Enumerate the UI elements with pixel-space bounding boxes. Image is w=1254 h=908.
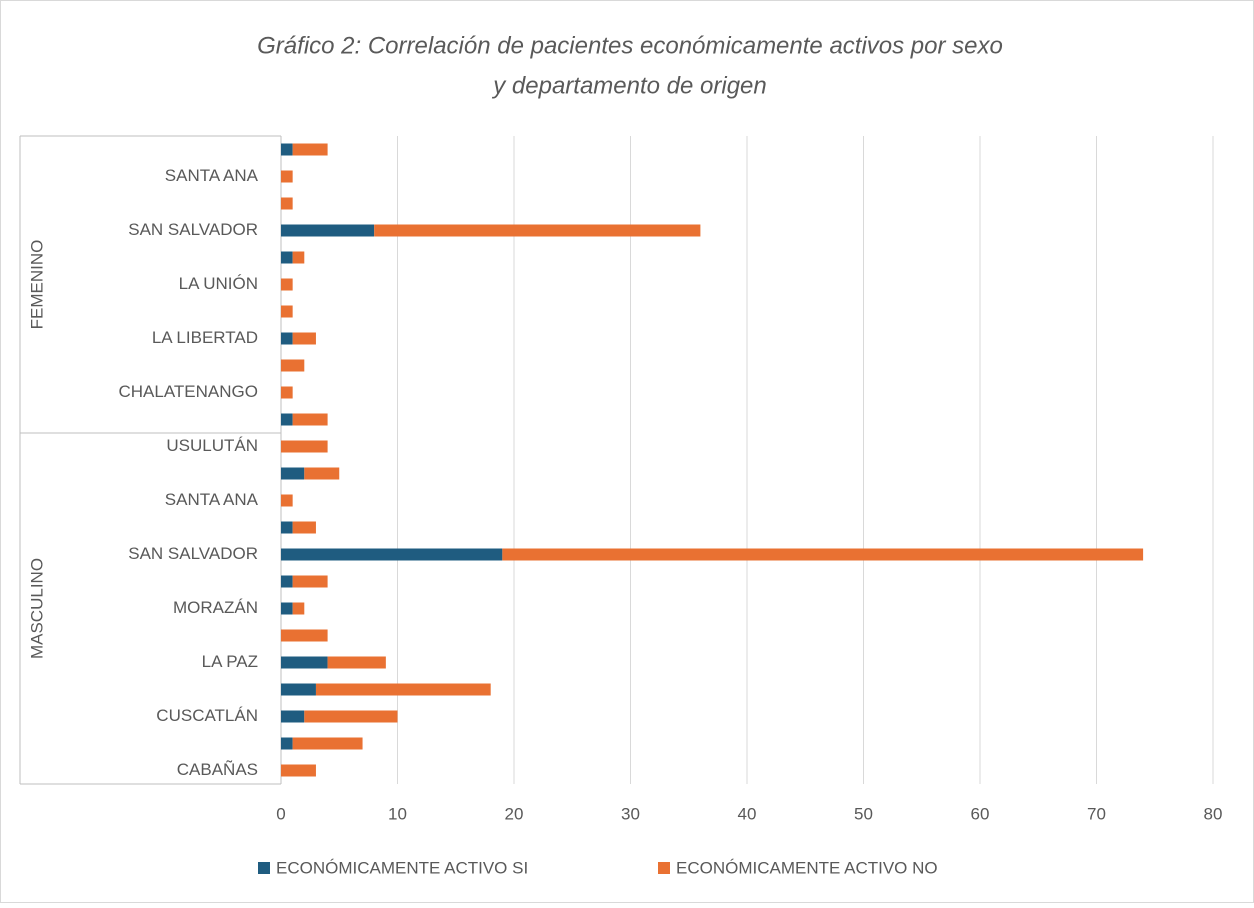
legend-swatch: [658, 862, 670, 874]
bar: [374, 224, 701, 237]
bar: [502, 548, 1144, 561]
legend-label: ECONÓMICAMENTE ACTIVO NO: [676, 858, 938, 877]
bar: [304, 710, 398, 723]
bar: [281, 440, 328, 453]
bar: [281, 521, 293, 534]
bar: [281, 278, 293, 291]
bar: [281, 629, 328, 642]
y-tick-label: LA LIBERTAD: [152, 328, 258, 347]
y-tick-label: CABAÑAS: [177, 760, 258, 779]
bar: [281, 359, 305, 372]
bar: [292, 332, 316, 345]
bar: [281, 575, 293, 588]
x-tick-label: 80: [1204, 804, 1223, 823]
y-tick-label: SAN SALVADOR: [128, 544, 258, 563]
y-tick-label: SAN SALVADOR: [128, 220, 258, 239]
bar: [281, 764, 316, 777]
group-label: FEMENINO: [27, 240, 46, 330]
y-tick-label: LA UNIÓN: [179, 274, 258, 293]
bar: [281, 494, 293, 507]
y-tick-label: CUSCATLÁN: [156, 706, 258, 725]
bar: [292, 413, 328, 426]
bar: [281, 710, 305, 723]
group-label: MASCULINO: [27, 558, 46, 659]
bar: [292, 521, 316, 534]
y-tick-label: SANTA ANA: [165, 490, 259, 509]
bar: [281, 224, 375, 237]
bar: [292, 575, 328, 588]
bar: [281, 386, 293, 399]
chart-subtitle: y departamento de origen: [491, 72, 767, 99]
bar: [292, 737, 363, 750]
bar: [281, 548, 503, 561]
bar: [281, 143, 293, 156]
x-tick-label: 70: [1087, 804, 1106, 823]
x-tick-label: 10: [388, 804, 407, 823]
y-tick-label: MORAZÁN: [173, 598, 258, 617]
chart-title: Gráfico 2: Correlación de pacientes econ…: [257, 32, 1003, 59]
bar: [327, 656, 386, 669]
bar: [281, 656, 328, 669]
bar: [281, 305, 293, 318]
x-tick-label: 50: [854, 804, 873, 823]
legend-swatch: [258, 862, 270, 874]
y-tick-label: CHALATENANGO: [119, 382, 259, 401]
bar: [281, 197, 293, 210]
bar: [281, 467, 305, 480]
y-tick-label: USULUTÁN: [166, 436, 258, 455]
x-tick-label: 30: [621, 804, 640, 823]
bar: [315, 683, 491, 696]
bar: [292, 602, 305, 615]
y-tick-label: SANTA ANA: [165, 166, 259, 185]
legend-label: ECONÓMICAMENTE ACTIVO SI: [276, 858, 528, 877]
bar: [292, 143, 328, 156]
bar: [281, 602, 293, 615]
bar: [281, 170, 293, 183]
bar: [281, 737, 293, 750]
bar: [292, 251, 305, 264]
y-tick-label: LA PAZ: [202, 652, 258, 671]
bar: [304, 467, 340, 480]
x-tick-label: 20: [505, 804, 524, 823]
bar: [281, 251, 293, 264]
bar: [281, 683, 316, 696]
x-tick-label: 40: [738, 804, 757, 823]
x-tick-label: 60: [971, 804, 990, 823]
x-tick-label: 0: [276, 804, 285, 823]
bar: [281, 413, 293, 426]
bar: [281, 332, 293, 345]
